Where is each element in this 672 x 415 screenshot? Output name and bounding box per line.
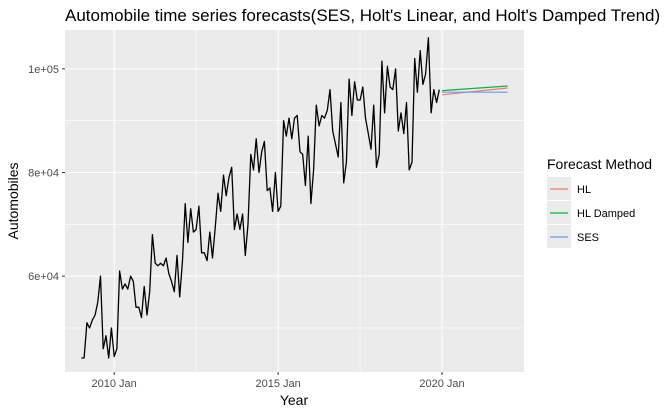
y-tick-label: 6e+04 [28, 271, 59, 283]
major-gridlines [65, 30, 524, 372]
chart-title: Automobile time series forecasts(SES, Ho… [65, 6, 660, 25]
history-series-line [81, 37, 440, 359]
y-tick-label: 1e+05 [28, 64, 59, 76]
legend-title: Forecast Method [547, 156, 652, 172]
legend: Forecast Method HL HL Damped SES [547, 156, 652, 248]
y-tick-label: 8e+04 [28, 168, 59, 180]
series-layer [81, 37, 508, 359]
plot-panel [65, 30, 524, 372]
legend-label: SES [577, 232, 599, 244]
axis-layer: 2010 Jan 2015 Jan 2020 Jan 6e+04 8e+04 1e+05 [28, 64, 465, 390]
forecast-line-hl-damped [441, 85, 508, 92]
x-tick-label: 2020 Jan [419, 378, 464, 390]
legend-label: HL Damped [577, 208, 635, 220]
forecast-line-hl [441, 87, 508, 96]
x-tick-label: 2015 Jan [255, 378, 300, 390]
y-axis-title: Automobiles [5, 162, 21, 239]
x-axis-title: Year [280, 392, 309, 408]
legend-label: HL [577, 184, 591, 196]
x-tick-label: 2010 Jan [92, 378, 137, 390]
